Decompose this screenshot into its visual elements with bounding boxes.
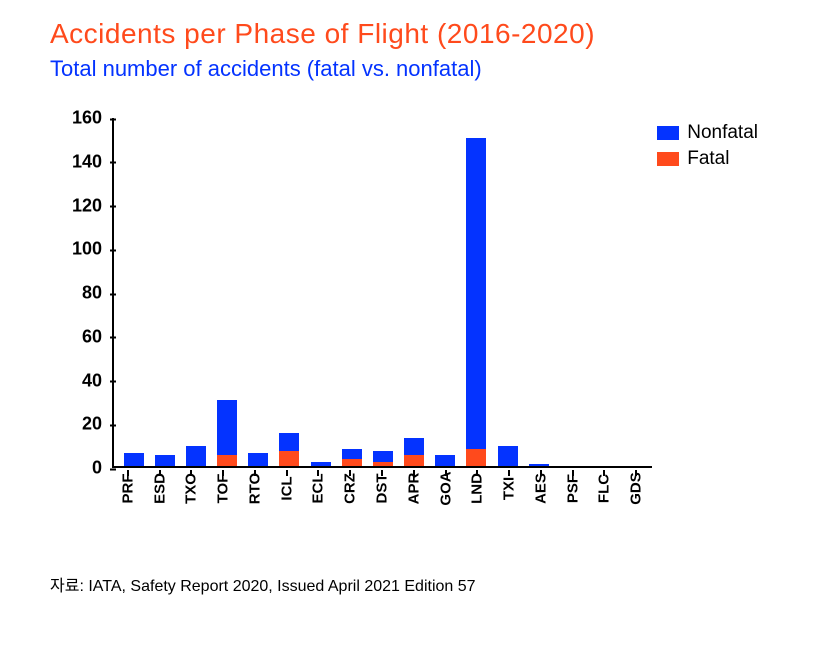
x-axis-labels: PRFESDTXOTOFRTOICLECLCRZDSTAPRGOALNDTXIA… — [112, 472, 652, 532]
x-tick-label: CRZ — [334, 472, 366, 532]
x-tick-label: ESD — [144, 472, 176, 532]
bar-column — [180, 118, 211, 466]
bar-segment-nonfatal — [186, 446, 206, 466]
chart-title: Accidents per Phase of Flight (2016-2020… — [50, 18, 782, 50]
bar-column — [399, 118, 430, 466]
x-tick-label: ECL — [303, 472, 335, 532]
bar-segment-nonfatal — [342, 449, 362, 460]
y-tick-label: 20 — [50, 414, 110, 435]
bar-segment-nonfatal — [373, 451, 393, 462]
bar-column — [523, 118, 554, 466]
bar-segment-nonfatal — [279, 433, 299, 451]
bar-segment-nonfatal — [248, 453, 268, 466]
bar-segment-nonfatal — [529, 464, 549, 466]
chart-subtitle: Total number of accidents (fatal vs. non… — [50, 56, 782, 82]
y-tick-label: 140 — [50, 151, 110, 172]
x-tick-label: PRF — [112, 472, 144, 532]
bar-column — [554, 118, 585, 466]
source-label: 자료: — [50, 578, 84, 595]
chart-container: Accidents per Phase of Flight (2016-2020… — [0, 0, 822, 656]
y-tick-label: 0 — [50, 458, 110, 479]
y-tick-label: 80 — [50, 283, 110, 304]
bar-segment-fatal — [342, 459, 362, 466]
legend-label: Fatal — [687, 148, 729, 170]
y-tick-label: 160 — [50, 108, 110, 129]
x-tick-label: DST — [366, 472, 398, 532]
bar-segment-nonfatal — [124, 453, 144, 466]
bar-segment-nonfatal — [311, 462, 331, 466]
bar-column — [367, 118, 398, 466]
bar-column — [212, 118, 243, 466]
legend-item: Nonfatal — [657, 122, 758, 144]
legend-label: Nonfatal — [687, 122, 758, 144]
x-tick-label: LND — [461, 472, 493, 532]
source-citation: 자료: IATA, Safety Report 2020, Issued Apr… — [50, 572, 782, 596]
x-tick-label: GOA — [430, 472, 462, 532]
bar-segment-nonfatal — [155, 455, 175, 466]
bar-segment-nonfatal — [435, 455, 455, 466]
x-tick-label: APR — [398, 472, 430, 532]
x-tick-label: TOF — [207, 472, 239, 532]
y-tick-label: 100 — [50, 239, 110, 260]
chart-area: 020406080100120140160 PRFESDTXOTOFRTOICL… — [50, 118, 770, 518]
x-tick-label: TXO — [176, 472, 208, 532]
bar-column — [243, 118, 274, 466]
bar-column — [430, 118, 461, 466]
legend: Nonfatal Fatal — [657, 122, 758, 174]
x-tick-label: FLC — [588, 472, 620, 532]
bar-segment-nonfatal — [498, 446, 518, 466]
bar-column — [586, 118, 617, 466]
bar-segment-fatal — [404, 455, 424, 466]
y-tick-label: 60 — [50, 326, 110, 347]
x-tick-label: PSF — [557, 472, 589, 532]
bar-column — [336, 118, 367, 466]
bar-segment-nonfatal — [404, 438, 424, 456]
bar-segment-fatal — [279, 451, 299, 466]
bar-column — [492, 118, 523, 466]
y-tick-label: 40 — [50, 370, 110, 391]
bar-column — [149, 118, 180, 466]
x-tick-label: ICL — [271, 472, 303, 532]
legend-swatch — [657, 126, 679, 140]
bar-segment-nonfatal — [466, 138, 486, 449]
y-axis: 020406080100120140160 — [50, 118, 110, 468]
bar-segment-fatal — [217, 455, 237, 466]
bar-segment-fatal — [373, 462, 393, 466]
bar-column — [461, 118, 492, 466]
source-text: IATA, Safety Report 2020, Issued April 2… — [88, 578, 475, 595]
bar-segment-fatal — [466, 449, 486, 467]
legend-swatch — [657, 152, 679, 166]
y-tick-label: 120 — [50, 195, 110, 216]
bar-column — [118, 118, 149, 466]
x-tick-label: AES — [525, 472, 557, 532]
x-tick-label: TXI — [493, 472, 525, 532]
bar-column — [617, 118, 648, 466]
x-tick-label: RTO — [239, 472, 271, 532]
x-tick-label: GDS — [620, 472, 652, 532]
bar-segment-nonfatal — [217, 400, 237, 455]
bar-column — [274, 118, 305, 466]
plot-area — [112, 118, 652, 468]
legend-item: Fatal — [657, 148, 758, 170]
bars-group — [114, 118, 652, 466]
bar-column — [305, 118, 336, 466]
